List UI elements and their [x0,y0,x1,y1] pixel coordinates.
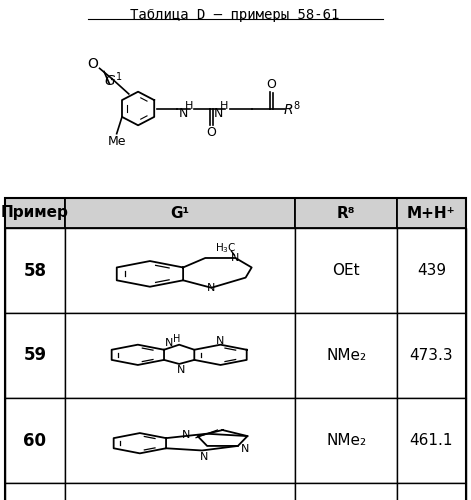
Text: N: N [214,107,223,120]
Text: 461.1: 461.1 [410,433,453,448]
Bar [295,313,397,398]
Bar [5,313,65,398]
Text: H: H [173,334,181,344]
Bar [397,228,466,313]
Bar [295,198,397,228]
Bar [295,483,397,500]
Text: G¹: G¹ [171,206,190,220]
Text: 60: 60 [24,432,47,450]
Bar [5,398,65,483]
Bar [295,398,397,483]
Text: N: N [207,282,216,292]
Text: 59: 59 [24,346,47,364]
Bar [65,198,295,228]
Text: N: N [182,430,191,440]
Text: Me: Me [107,135,126,148]
Text: Таблица D – примеры 58-61: Таблица D – примеры 58-61 [130,8,340,22]
Text: N: N [179,107,188,120]
Text: $G^1$: $G^1$ [104,70,123,90]
Bar [65,483,295,500]
Bar [65,398,295,483]
Bar [5,198,65,228]
Text: N: N [200,452,208,462]
Text: 473.3: 473.3 [410,348,453,363]
Bar [295,228,397,313]
Text: M+H⁺: M+H⁺ [407,206,456,220]
Text: N: N [165,338,173,347]
Text: N: N [216,336,225,346]
Text: N: N [177,365,186,375]
Text: $R^8$: $R^8$ [283,99,301,118]
Bar [65,313,295,398]
Text: NMe₂: NMe₂ [326,348,366,363]
Bar [5,483,65,500]
Text: 439: 439 [417,263,446,278]
Text: N: N [241,444,249,454]
Text: H: H [220,101,228,111]
Text: 58: 58 [24,262,47,280]
Text: H$_3$C: H$_3$C [215,241,236,254]
Text: NMe₂: NMe₂ [326,433,366,448]
Bar [65,228,295,313]
Text: O: O [88,58,98,71]
Text: O: O [207,126,217,139]
Text: Пример: Пример [1,206,69,220]
Text: OEt: OEt [333,263,360,278]
Bar [397,198,466,228]
Bar [5,198,466,500]
Text: H: H [184,101,193,111]
Text: R⁸: R⁸ [337,206,356,220]
Bar [397,483,466,500]
Text: N: N [231,253,240,263]
Bar [397,313,466,398]
Text: O: O [267,78,276,91]
Bar [397,398,466,483]
Bar [5,228,65,313]
